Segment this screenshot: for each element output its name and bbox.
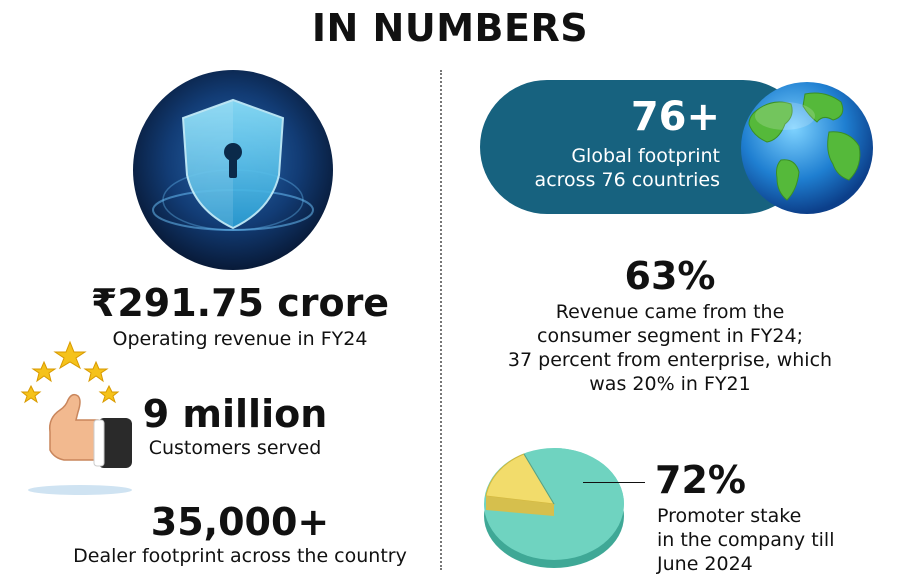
consumer-desc-line1: Revenue came from the [555,301,785,323]
thumbs-up-stars-icon [20,340,145,500]
page-title: IN NUMBERS [311,6,589,50]
consumer-desc-line3: 37 percent from enterprise, which [507,349,833,371]
customers-desc: Customers served [148,437,322,459]
promoter-desc-line2: in the company till [657,529,835,551]
consumer-desc: Revenue came from the consumer segment i… [440,300,900,396]
promoter-value: 72% [655,458,746,502]
promoter-desc-line3: June 2024 [657,553,753,575]
dealers-desc: Dealer footprint across the country [73,545,407,567]
dealers-value: 35,000+ [150,500,330,544]
promoter-desc: Promoter stake in the company till June … [657,504,892,576]
consumer-desc-line4: was 20% in FY21 [589,373,751,395]
global-desc: Global footprint across 76 countries [480,144,720,192]
pie-chart-icon [480,432,630,572]
column-divider [440,70,442,570]
globe-icon [733,80,881,216]
customers-value: 9 million [142,392,328,436]
global-desc-line2: across 76 countries [534,169,720,191]
global-desc-line1: Global footprint [571,145,720,167]
shield-lock-icon [133,70,333,270]
global-value: 76+ [630,94,720,140]
consumer-value: 63% [624,254,716,298]
promoter-desc-line1: Promoter stake [657,505,802,527]
revenue-value: ₹291.75 crore [90,281,390,325]
pie-callout-line [583,482,645,483]
consumer-desc-line2: consumer segment in FY24; [537,325,803,347]
revenue-desc: Operating revenue in FY24 [112,328,368,350]
